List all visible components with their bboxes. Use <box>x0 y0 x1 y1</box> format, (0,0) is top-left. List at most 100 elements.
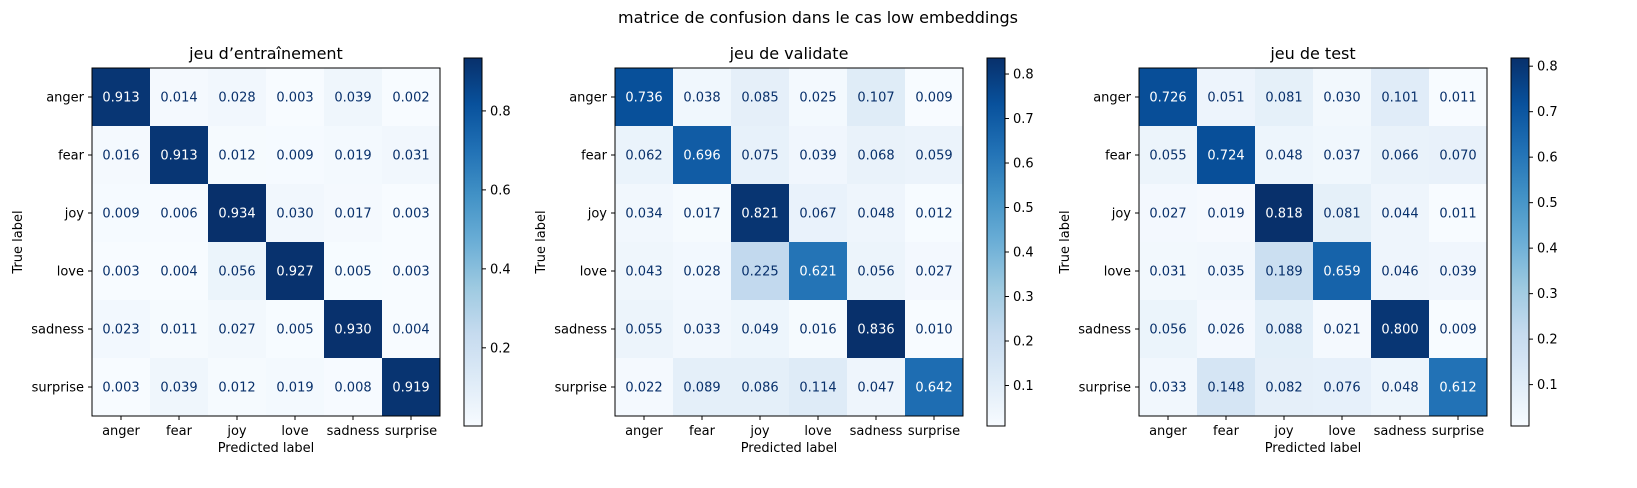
cell-value-label: 0.017 <box>683 207 720 222</box>
cell-value-label: 0.046 <box>1381 265 1418 280</box>
heatmap-cell <box>150 68 208 126</box>
cell-value-label: 0.076 <box>1323 381 1360 396</box>
heatmap-cell <box>673 126 731 184</box>
heatmap-cell <box>673 68 731 126</box>
x-tick-label: sadness <box>327 424 380 439</box>
x-tick-label: surprise <box>908 424 960 439</box>
heatmap-cell <box>673 184 731 242</box>
cell-value-label: 0.088 <box>1265 323 1302 338</box>
heatmap-cell <box>615 126 673 184</box>
heatmap-cell <box>150 126 208 184</box>
heatmap-cell <box>1197 300 1255 358</box>
y-tick-label: anger <box>46 91 84 106</box>
x-tick-label: anger <box>1149 424 1187 439</box>
heatmap-cell <box>1255 68 1313 126</box>
y-tick-label: love <box>57 265 84 280</box>
cell-value-label: 0.037 <box>1323 149 1360 164</box>
heatmap-cell <box>1313 358 1371 416</box>
cell-value-label: 0.800 <box>1381 323 1418 338</box>
heatmap-cell <box>1139 242 1197 300</box>
cell-value-label: 0.044 <box>1381 207 1418 222</box>
cell-value-label: 0.033 <box>1149 381 1186 396</box>
cell-value-label: 0.927 <box>276 265 313 280</box>
y-axis-label: True label <box>1058 210 1073 274</box>
heatmap-cell <box>731 300 789 358</box>
heatmap-cell <box>1197 242 1255 300</box>
heatmap-cell <box>905 300 963 358</box>
heatmap-cell <box>905 358 963 416</box>
cell-value-label: 0.003 <box>392 265 429 280</box>
heatmap-cell <box>1313 242 1371 300</box>
cell-value-label: 0.014 <box>160 91 197 106</box>
figure-title: matrice de confusion dans le cas low emb… <box>618 8 1018 27</box>
heatmap-cell <box>150 242 208 300</box>
heatmap-cell <box>150 184 208 242</box>
heatmap-cell <box>789 242 847 300</box>
heatmap-cell <box>1255 300 1313 358</box>
x-tick-label: joy <box>1273 424 1294 439</box>
colorbar-tick-label: 0.3 <box>1013 290 1034 305</box>
cell-value-label: 0.642 <box>915 381 952 396</box>
cell-value-label: 0.934 <box>218 207 255 222</box>
heatmap-cell <box>731 68 789 126</box>
heatmap-cell <box>324 358 382 416</box>
heatmap-cell <box>1255 184 1313 242</box>
cell-value-label: 0.085 <box>741 91 778 106</box>
heatmap-cell <box>266 184 324 242</box>
confusion-matrix-panel-2: 0.736 0.038 0.085 0.025 0.107 0.009 0.062 0.696… <box>534 44 1034 456</box>
cell-value-label: 0.027 <box>915 265 952 280</box>
cell-value-label: 0.027 <box>218 323 255 338</box>
cell-value-label: 0.012 <box>218 381 255 396</box>
x-axis-label: Predicted label <box>218 441 315 456</box>
heatmap-cell <box>208 126 266 184</box>
colorbar-tick-label: 0.4 <box>490 262 511 277</box>
y-tick-label: joy <box>64 207 85 222</box>
cell-value-label: 0.002 <box>392 91 429 106</box>
heatmap-cell <box>208 68 266 126</box>
colorbar-tick-label: 0.1 <box>1013 379 1034 394</box>
heatmap-cell <box>1139 358 1197 416</box>
x-tick-label: fear <box>689 424 716 439</box>
colorbar <box>986 57 1006 427</box>
colorbar-tick-label: 0.2 <box>490 341 511 356</box>
cell-value-label: 0.055 <box>625 323 662 338</box>
heatmap-cell <box>847 184 905 242</box>
colorbar-tick-label: 0.6 <box>490 183 511 198</box>
colorbar-tick-label: 0.5 <box>1013 201 1034 216</box>
colorbar-tick-label: 0.5 <box>1537 196 1558 211</box>
cell-value-label: 0.012 <box>915 207 952 222</box>
cell-value-label: 0.055 <box>1149 149 1186 164</box>
heatmap-cell <box>382 358 440 416</box>
heatmap-cell <box>92 242 150 300</box>
cell-value-label: 0.056 <box>1149 323 1186 338</box>
cell-value-label: 0.017 <box>334 207 371 222</box>
y-tick-label: fear <box>58 149 85 164</box>
cell-value-label: 0.659 <box>1323 265 1360 280</box>
heatmap-cell <box>208 300 266 358</box>
y-tick-label: fear <box>1105 149 1132 164</box>
cell-value-label: 0.225 <box>741 265 778 280</box>
cell-value-label: 0.004 <box>160 265 197 280</box>
heatmap-cell <box>847 300 905 358</box>
cell-value-label: 0.724 <box>1207 149 1244 164</box>
x-tick-label: anger <box>625 424 663 439</box>
x-tick-label: joy <box>749 424 770 439</box>
heatmap-cell <box>615 242 673 300</box>
heatmap-cell <box>208 242 266 300</box>
heatmap-cell <box>92 126 150 184</box>
heatmap-cell <box>150 300 208 358</box>
heatmap-cell <box>150 358 208 416</box>
y-tick-label: joy <box>587 207 608 222</box>
heatmap-cell <box>789 68 847 126</box>
heatmap-cell <box>905 184 963 242</box>
y-tick-label: love <box>580 265 607 280</box>
colorbar-tick-label: 0.2 <box>1013 335 1034 350</box>
panel-title: jeu de test <box>1269 44 1355 63</box>
heatmap-cell <box>266 126 324 184</box>
heatmap-cell <box>208 184 266 242</box>
axes-frame <box>91 67 441 417</box>
x-tick-label: sadness <box>1374 424 1427 439</box>
y-tick-label: joy <box>1111 207 1132 222</box>
y-axis-label: True label <box>11 210 26 274</box>
